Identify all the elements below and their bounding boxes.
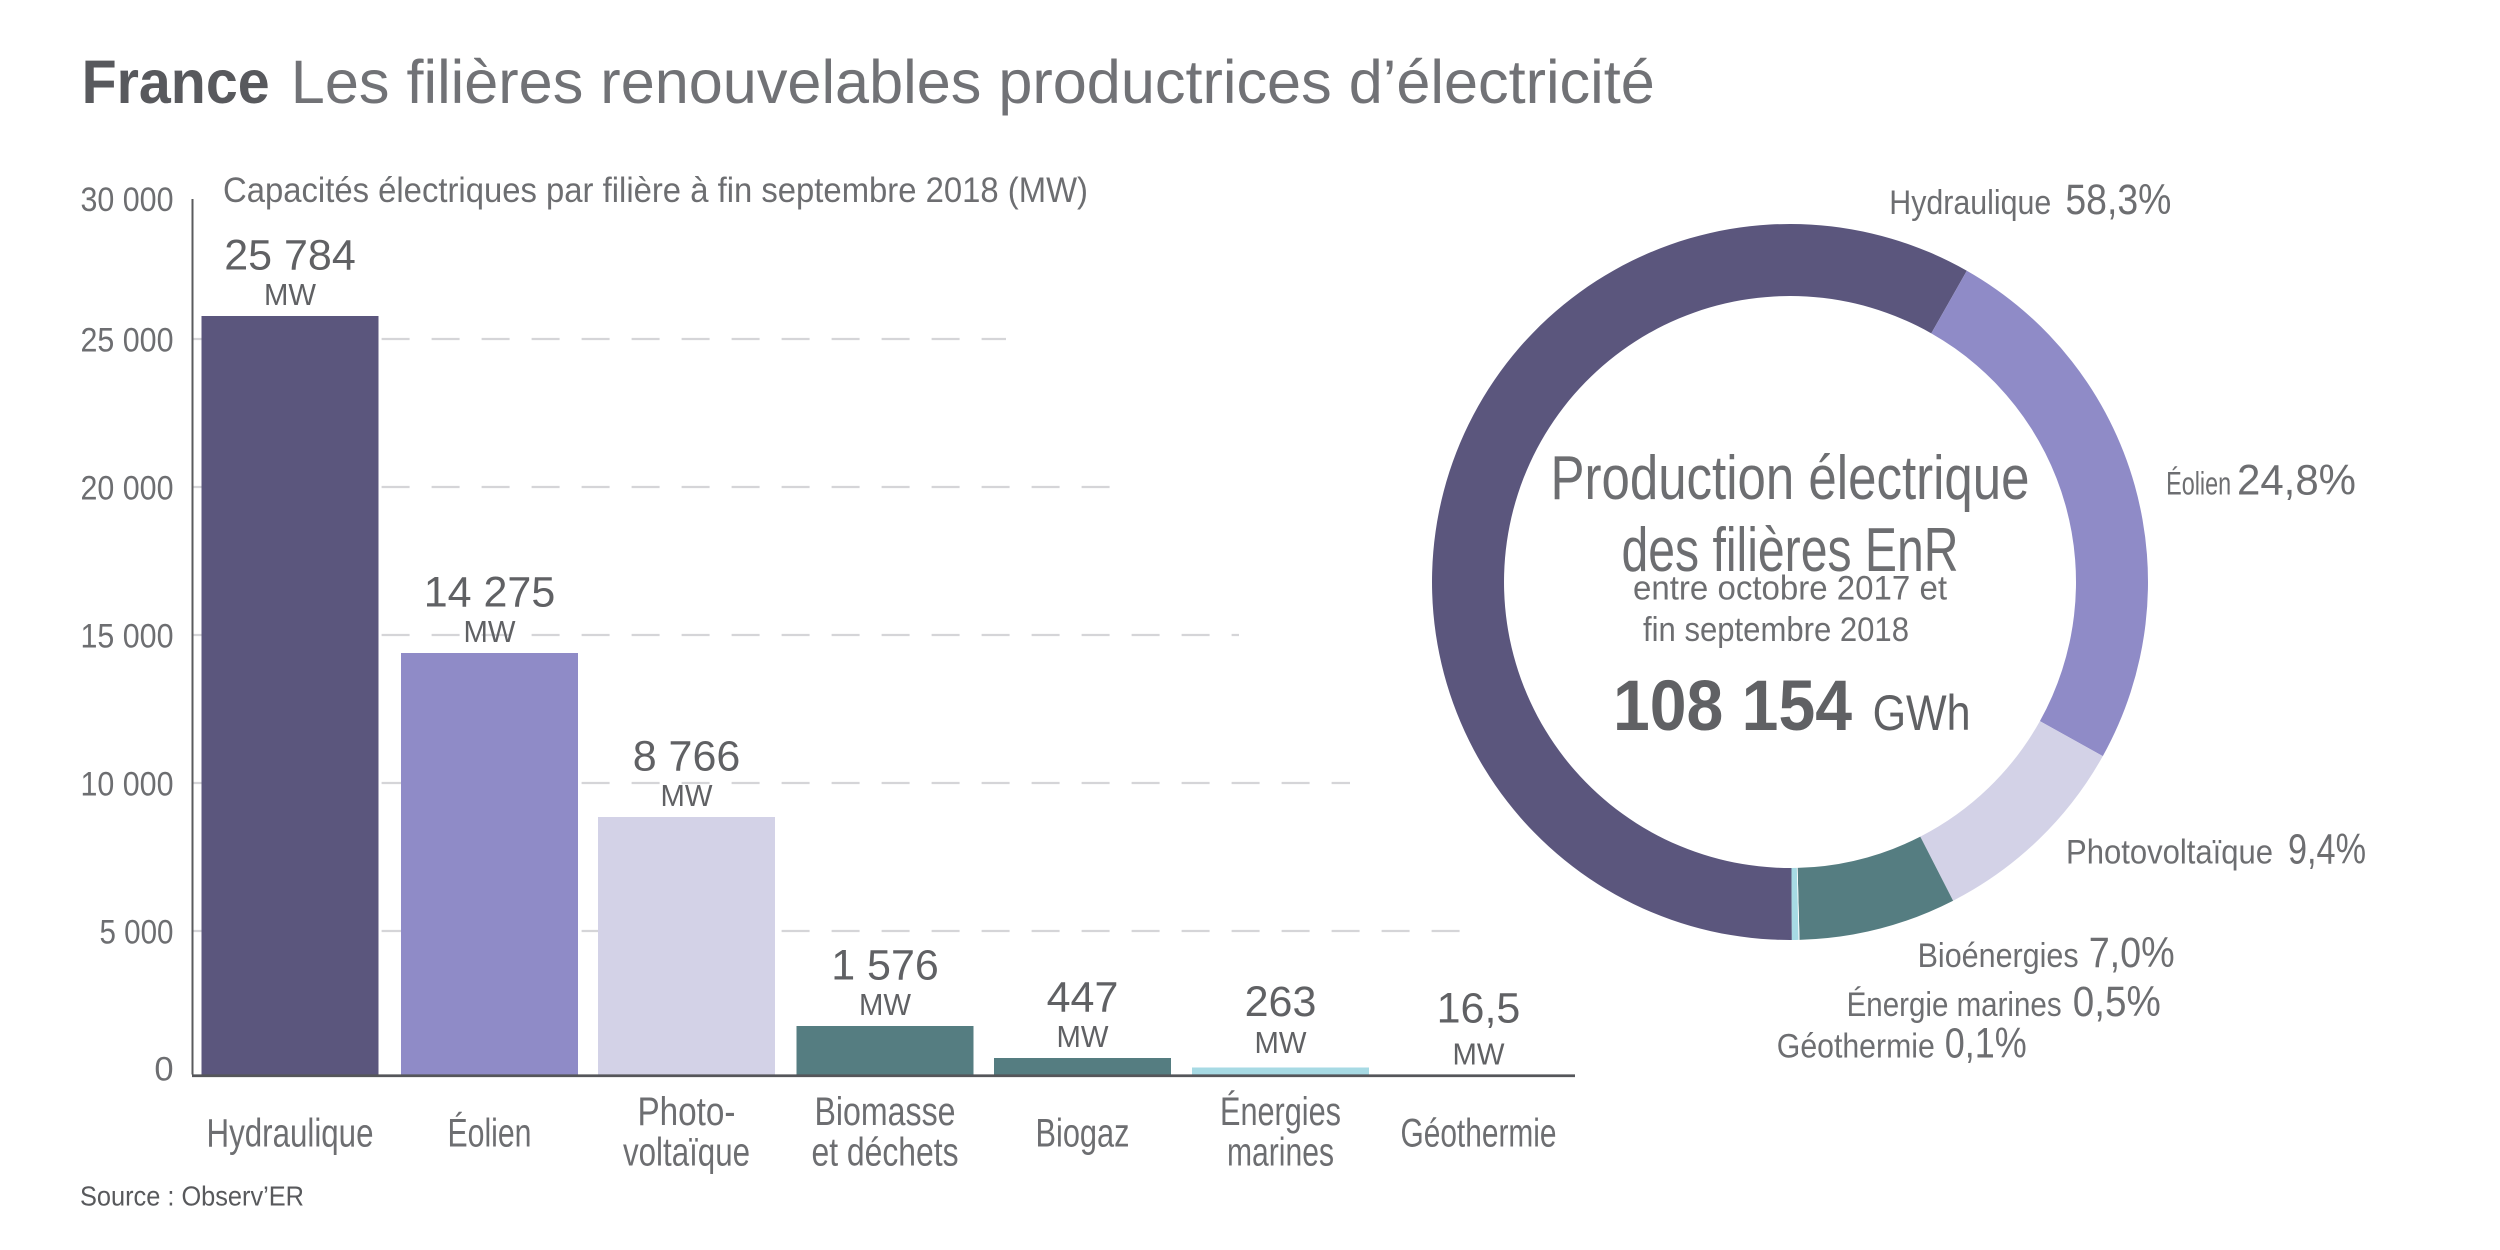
- svg-text:GWh: GWh: [1873, 685, 1971, 741]
- svg-text:10 000: 10 000: [81, 766, 174, 804]
- svg-text:15 000: 15 000: [81, 618, 174, 656]
- svg-text:Photovoltaïque: Photovoltaïque: [2066, 834, 2273, 872]
- svg-text:MW: MW: [1057, 1020, 1109, 1054]
- svg-text:25 784: 25 784: [224, 232, 356, 280]
- svg-text:Biomasse: Biomasse: [815, 1090, 956, 1134]
- svg-text:9,4%: 9,4%: [2288, 826, 2366, 874]
- svg-text:voltaïque: voltaïque: [623, 1130, 750, 1174]
- svg-text:entre octobre 2017 et: entre octobre 2017 et: [1633, 570, 1948, 608]
- svg-text:108 154: 108 154: [1613, 667, 1852, 746]
- svg-text:Éolien: Éolien: [2166, 466, 2231, 502]
- svg-text:MW: MW: [264, 278, 316, 312]
- svg-text:Capacités électriques par fili: Capacités électriques par filière à fin …: [223, 170, 1088, 210]
- svg-text:des filières EnR: des filières EnR: [1622, 516, 1959, 585]
- svg-text:30 000: 30 000: [81, 181, 174, 219]
- svg-text:et déchets: et déchets: [812, 1130, 959, 1174]
- svg-text:Géothermie: Géothermie: [1401, 1112, 1557, 1156]
- svg-text:447: 447: [1047, 974, 1119, 1022]
- svg-text:20 000: 20 000: [81, 470, 174, 508]
- svg-text:fin septembre 2018: fin septembre 2018: [1643, 611, 1909, 649]
- svg-text:8 766: 8 766: [633, 733, 741, 781]
- svg-text:Hydraulique: Hydraulique: [1889, 184, 2051, 222]
- svg-text:0,5%: 0,5%: [2073, 978, 2161, 1026]
- svg-text:Les filières renouvelables pro: Les filières renouvelables productrices …: [291, 48, 1655, 117]
- svg-text:MW: MW: [464, 615, 516, 649]
- svg-text:Énergie marines: Énergie marines: [1847, 986, 2062, 1024]
- svg-text:MW: MW: [1453, 1038, 1505, 1072]
- svg-text:16,5: 16,5: [1437, 985, 1521, 1033]
- svg-text:263: 263: [1245, 978, 1317, 1026]
- svg-text:1 576: 1 576: [831, 942, 939, 990]
- svg-text:Source : Observ’ER: Source : Observ’ER: [80, 1181, 304, 1212]
- svg-text:Production électrique: Production électrique: [1551, 444, 2030, 513]
- svg-text:24,8%: 24,8%: [2237, 457, 2356, 505]
- svg-text:0,1%: 0,1%: [1945, 1020, 2027, 1068]
- svg-text:58,3%: 58,3%: [2065, 176, 2171, 224]
- svg-text:MW: MW: [661, 779, 713, 813]
- svg-text:Biogaz: Biogaz: [1036, 1112, 1130, 1156]
- svg-text:Photo-: Photo-: [638, 1090, 736, 1134]
- svg-text:Géothermie: Géothermie: [1777, 1028, 1935, 1066]
- svg-text:France: France: [82, 48, 270, 117]
- svg-text:5 000: 5 000: [100, 914, 174, 952]
- svg-text:Éolien: Éolien: [448, 1111, 532, 1156]
- svg-text:Hydraulique: Hydraulique: [207, 1112, 374, 1156]
- svg-text:0: 0: [154, 1051, 173, 1089]
- svg-text:Énergies: Énergies: [1220, 1089, 1341, 1134]
- svg-text:MW: MW: [859, 988, 911, 1022]
- svg-text:14 275: 14 275: [424, 569, 556, 617]
- svg-text:MW: MW: [1255, 1026, 1307, 1060]
- svg-text:25 000: 25 000: [81, 322, 174, 360]
- svg-text:marines: marines: [1227, 1130, 1334, 1174]
- svg-text:Bioénergies: Bioénergies: [1918, 937, 2079, 975]
- svg-text:7,0%: 7,0%: [2089, 929, 2175, 977]
